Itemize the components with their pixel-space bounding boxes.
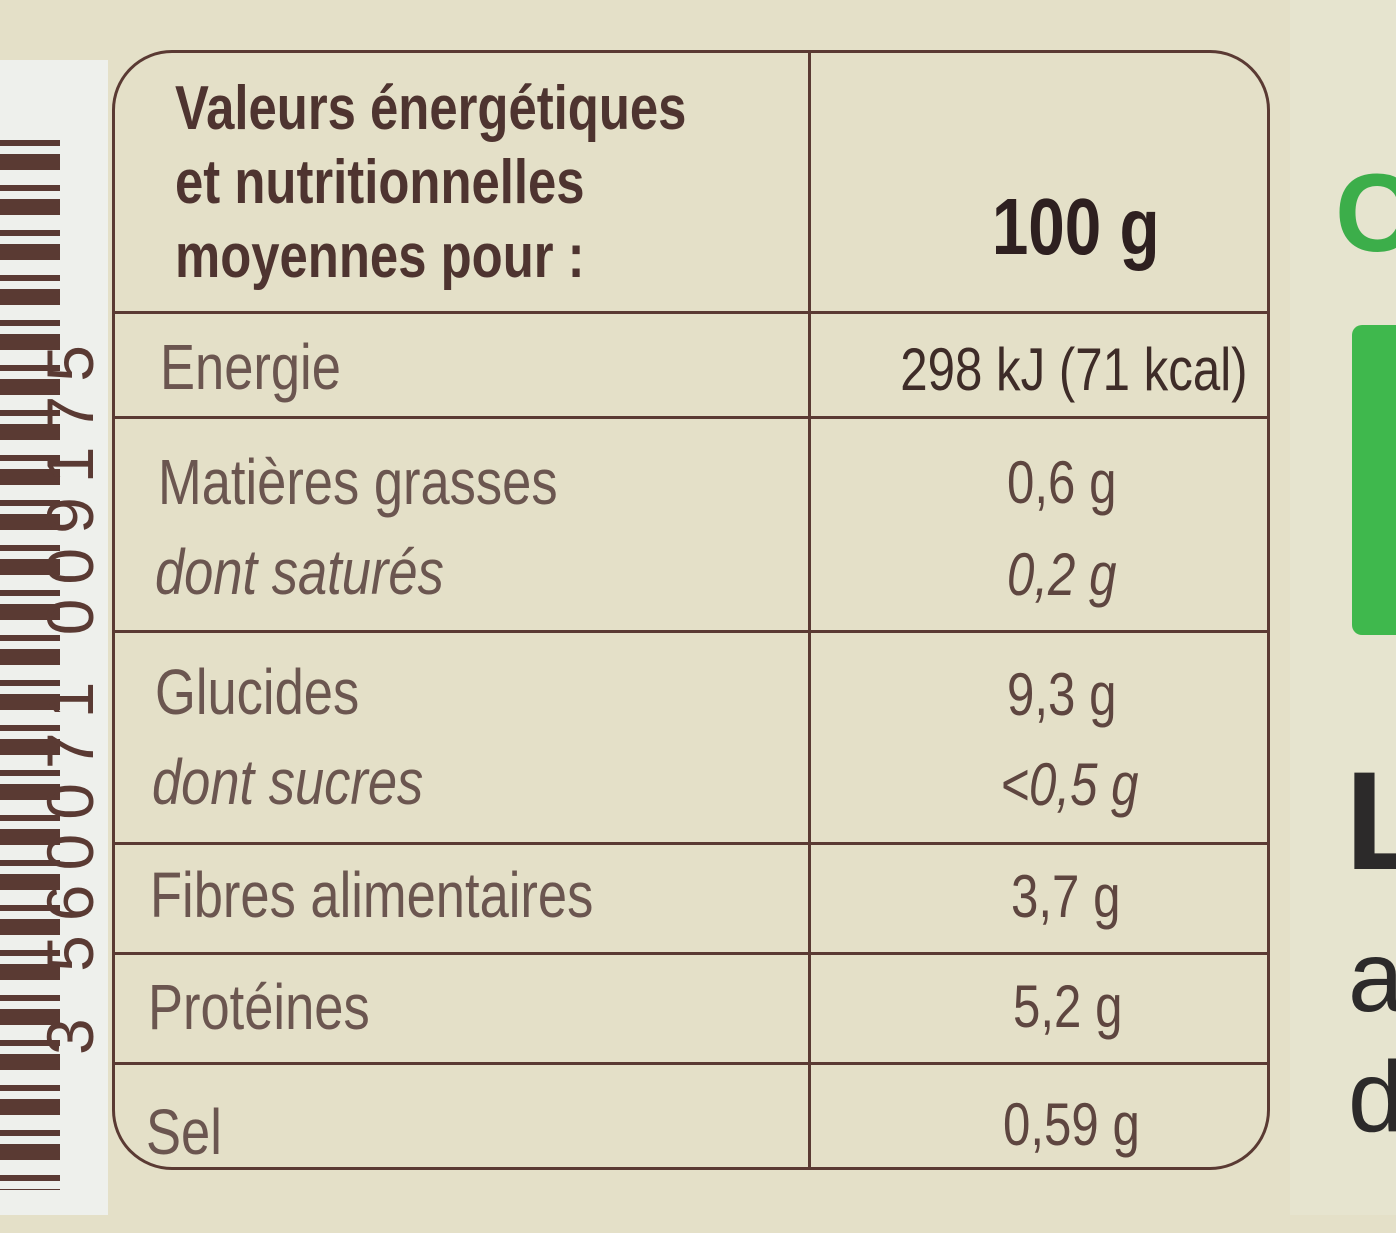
row-label-fibres: Fibres alimentaires bbox=[150, 859, 594, 931]
row-label-proteines: Protéines bbox=[148, 971, 370, 1043]
row-divider bbox=[112, 842, 1270, 845]
row-label-dont-sucres: dont sucres bbox=[152, 746, 424, 818]
row-value-energie: 298 kJ (71 kcal) bbox=[900, 336, 1248, 403]
row-divider bbox=[112, 1062, 1270, 1065]
row-divider bbox=[112, 630, 1270, 633]
header-title: Valeurs énergétiques et nutritionnelles … bbox=[175, 72, 686, 294]
nutrition-table bbox=[112, 50, 1270, 1170]
partial-letter-d: d bbox=[1348, 1041, 1396, 1153]
row-label-glucides: Glucides bbox=[155, 656, 360, 728]
header-line-1: Valeurs énergétiques bbox=[175, 74, 687, 143]
row-label-sel: Sel bbox=[146, 1096, 222, 1168]
row-divider bbox=[112, 952, 1270, 955]
green-letter: C bbox=[1335, 152, 1396, 275]
row-label-dont-satures: dont saturés bbox=[155, 536, 444, 608]
row-value-dont-sucres: <0,5 g bbox=[999, 751, 1138, 818]
barcode: 3 560071 009175 bbox=[0, 60, 108, 1215]
per-quantity: 100 g bbox=[992, 182, 1160, 271]
barcode-bars bbox=[0, 140, 60, 1190]
green-badge bbox=[1352, 325, 1396, 635]
row-divider bbox=[112, 311, 1270, 314]
row-label-matieres-grasses: Matières grasses bbox=[158, 446, 558, 518]
row-value-matieres-grasses: 0,6 g bbox=[1006, 449, 1116, 516]
row-divider bbox=[112, 416, 1270, 419]
row-value-sel: 0,59 g bbox=[1003, 1091, 1140, 1158]
row-label-energie: Energie bbox=[160, 331, 341, 403]
partial-letter-a: a bbox=[1348, 921, 1396, 1033]
row-value-proteines: 5,2 g bbox=[1012, 973, 1122, 1040]
row-value-fibres: 3,7 g bbox=[1010, 863, 1120, 930]
header-line-2: et nutritionnelles bbox=[175, 148, 585, 217]
partial-letter-l: L bbox=[1345, 742, 1396, 899]
row-value-glucides: 9,3 g bbox=[1006, 661, 1116, 728]
row-value-dont-satures: 0,2 g bbox=[1006, 541, 1116, 608]
header-line-3: moyennes pour : bbox=[175, 222, 585, 291]
column-divider bbox=[808, 50, 811, 1170]
barcode-digits: 3 560071 009175 bbox=[33, 331, 107, 1055]
